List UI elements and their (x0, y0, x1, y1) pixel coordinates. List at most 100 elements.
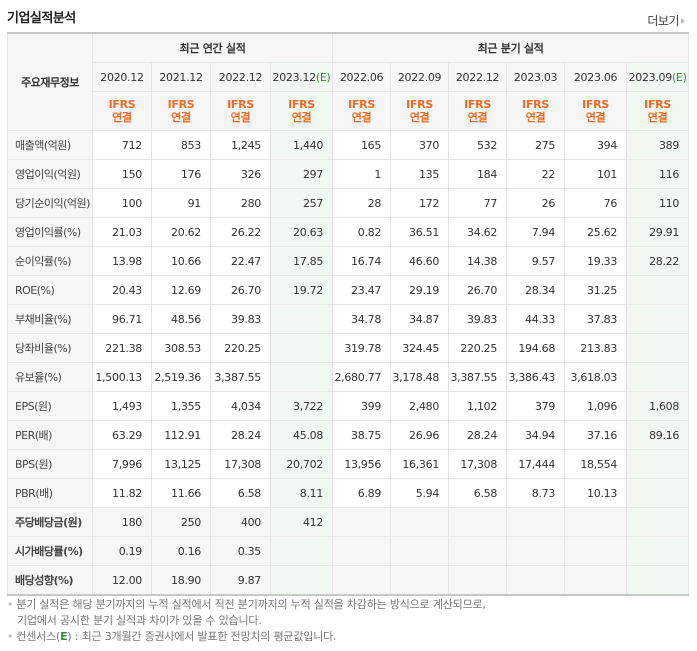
ifrs-consolidated-link[interactable]: IFRS 연결 (626, 91, 690, 131)
value-cell: 10.13 (564, 478, 628, 508)
value-cell: 19.33 (564, 246, 628, 276)
value-cell: 0.19 (92, 536, 152, 566)
value-cell (564, 507, 628, 537)
value-cell: 112.91 (151, 420, 211, 450)
ifrs-consolidated-link[interactable]: IFRS 연결 (151, 91, 211, 131)
value-cell: 194.68 (506, 333, 566, 363)
value-cell: 46.60 (390, 246, 450, 276)
value-cell (269, 536, 334, 566)
value-cell: 0.82 (332, 217, 392, 247)
row-label: 당기순이익(억원) (7, 188, 93, 218)
value-cell: 20.62 (151, 217, 211, 247)
table-row: 순이익률(%) 13.98 10.66 22.47 17.85 16.74 46.60 14.… (7, 246, 690, 276)
value-cell: 250 (151, 507, 211, 537)
value-cell: 25.62 (564, 217, 628, 247)
value-cell: 220.25 (448, 333, 508, 363)
value-cell: 28.22 (626, 246, 690, 276)
value-cell: 5.94 (390, 478, 450, 508)
ifrs-label: IFRS (582, 98, 609, 111)
value-cell: 18,554 (564, 449, 628, 479)
ifrs-consolidated-link[interactable]: IFRS 연결 (564, 91, 628, 131)
value-cell (506, 536, 566, 566)
value-cell: 257 (269, 188, 334, 218)
value-cell: 221.38 (92, 333, 152, 363)
value-cell: 22.47 (210, 246, 271, 276)
value-cell: 1,096 (564, 391, 628, 421)
value-cell: 18.90 (151, 565, 211, 596)
value-cell: 1,102 (448, 391, 508, 421)
value-cell: 0.35 (210, 536, 271, 566)
value-cell: 6.58 (448, 478, 508, 508)
consolidated-label: 연결 (409, 111, 430, 124)
value-cell (626, 536, 690, 566)
value-cell: 29.91 (626, 217, 690, 247)
period-header: 2022.09 (390, 62, 450, 92)
footnote-1-cont: 기업에서 공시한 분기 실적과 차이가 있을 수 있습니다. (17, 614, 262, 627)
ifrs-consolidated-link[interactable]: IFRS 연결 (269, 91, 334, 131)
period-header: 2023.06 (564, 62, 628, 92)
period-header: 2022.12 (210, 62, 271, 92)
table-row: PER(배) 63.29 112.91 28.24 45.08 38.75 26.96 28.… (7, 420, 690, 450)
value-cell: 23.47 (332, 275, 392, 305)
consolidated-label: 연결 (647, 111, 668, 124)
period-label: 2022.12 (218, 70, 263, 84)
value-cell: 2,680.77 (332, 362, 392, 392)
value-cell: 34.78 (332, 304, 392, 334)
more-label: 더보기 (647, 14, 679, 28)
period-header: 2020.12 (92, 62, 152, 92)
value-cell: 308.53 (151, 333, 211, 363)
ifrs-consolidated-link[interactable]: IFRS 연결 (92, 91, 152, 131)
ifrs-label: IFRS (644, 98, 671, 111)
header-group-row: 주요재무정보 최근 연간 실적 최근 분기 실적 (7, 32, 690, 131)
value-cell: 7,996 (92, 449, 152, 479)
value-cell: 17.85 (269, 246, 334, 276)
table-row: EPS(원) 1,493 1,355 4,034 3,722 399 2,480 1,102 3… (7, 391, 690, 421)
value-cell: 13,956 (332, 449, 392, 479)
ifrs-consolidated-link[interactable]: IFRS 연결 (210, 91, 271, 131)
arrow-right-icon (681, 17, 685, 24)
value-cell: 135 (390, 159, 450, 189)
estimate-mark: (E) (671, 70, 687, 84)
annual-group-header: 최근 연간 실적 (91, 32, 334, 63)
value-cell: 29.19 (390, 275, 450, 305)
row-label: 당좌비율(%) (7, 333, 93, 363)
table-row: ROE(%) 20.43 12.69 26.70 19.72 23.47 29.19 26.7… (7, 275, 690, 305)
ifrs-consolidated-link[interactable]: IFRS 연결 (448, 91, 508, 131)
value-cell: 76 (564, 188, 628, 218)
value-cell: 31.25 (564, 275, 628, 305)
value-cell: 11.82 (92, 478, 152, 508)
value-cell: 379 (506, 391, 566, 421)
value-cell (269, 304, 334, 334)
row-label: 부채비율(%) (7, 304, 93, 334)
consolidated-label: 연결 (585, 111, 606, 124)
value-cell: 9.57 (506, 246, 566, 276)
value-cell: 399 (332, 391, 392, 421)
value-cell: 12.00 (92, 565, 152, 596)
ifrs-label: IFRS (464, 98, 491, 111)
value-cell: 45.08 (269, 420, 334, 450)
value-cell: 37.16 (564, 420, 628, 450)
value-cell: 17,444 (506, 449, 566, 479)
value-cell: 180 (92, 507, 152, 537)
more-link[interactable]: 더보기 (647, 12, 685, 29)
value-cell: 176 (151, 159, 211, 189)
value-cell: 3,178.48 (390, 362, 450, 392)
ifrs-consolidated-link[interactable]: IFRS 연결 (390, 91, 450, 131)
row-label: 배당성향(%) (7, 565, 93, 596)
value-cell: 19.72 (269, 275, 334, 305)
value-cell: 220.25 (210, 333, 271, 363)
value-cell: 0.16 (151, 536, 211, 566)
row-label: EPS(원) (7, 391, 93, 421)
period-label: 2021.12 (159, 70, 203, 84)
ifrs-consolidated-link[interactable]: IFRS 연결 (506, 91, 566, 131)
period-header: 2023.12(E) (269, 62, 334, 92)
ifrs-consolidated-link[interactable]: IFRS 연결 (332, 91, 392, 131)
value-cell: 172 (390, 188, 450, 218)
value-cell: 3,387.55 (448, 362, 508, 392)
value-cell: 2,480 (390, 391, 450, 421)
value-cell: 9.87 (210, 565, 271, 596)
financial-summary-table: 주요재무정보 최근 연간 실적 최근 분기 실적 2020.12 2021.12 2… (7, 32, 690, 596)
table-row: 배당성향(%) 12.00 18.90 9.87 (7, 565, 690, 596)
row-label: 매출액(억원) (7, 130, 93, 160)
period-header: 2022.06 (332, 62, 392, 92)
